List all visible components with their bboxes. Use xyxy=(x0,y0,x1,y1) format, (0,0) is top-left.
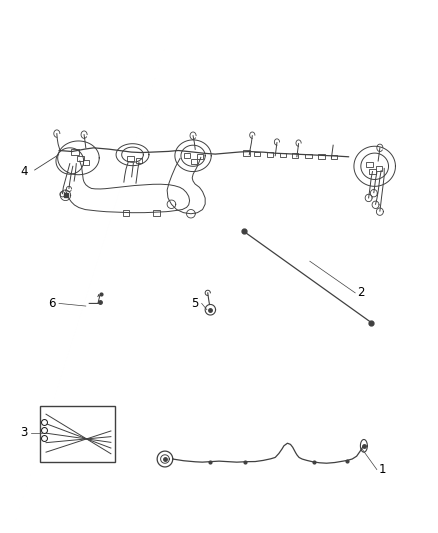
Text: 2: 2 xyxy=(357,286,365,300)
Bar xyxy=(153,210,160,216)
Bar xyxy=(184,152,191,158)
Bar xyxy=(254,151,260,156)
Bar xyxy=(370,169,375,174)
Bar xyxy=(279,152,286,157)
Bar xyxy=(318,154,325,159)
Bar xyxy=(136,158,142,163)
Bar xyxy=(39,406,115,462)
Text: 3: 3 xyxy=(20,426,28,439)
Text: 1: 1 xyxy=(379,463,386,476)
Bar xyxy=(71,149,79,155)
Bar xyxy=(197,154,203,159)
Text: 5: 5 xyxy=(191,297,198,310)
Bar xyxy=(305,154,312,158)
Bar xyxy=(127,156,134,161)
Text: 4: 4 xyxy=(20,165,28,178)
Bar xyxy=(191,159,198,164)
Bar xyxy=(123,210,130,216)
Bar xyxy=(375,166,382,171)
Text: 6: 6 xyxy=(48,297,56,310)
Bar xyxy=(292,153,298,158)
Bar xyxy=(83,160,89,165)
Bar xyxy=(243,150,250,156)
Bar xyxy=(366,162,373,167)
Bar xyxy=(77,156,84,161)
Bar xyxy=(331,155,337,159)
Bar xyxy=(267,152,273,157)
